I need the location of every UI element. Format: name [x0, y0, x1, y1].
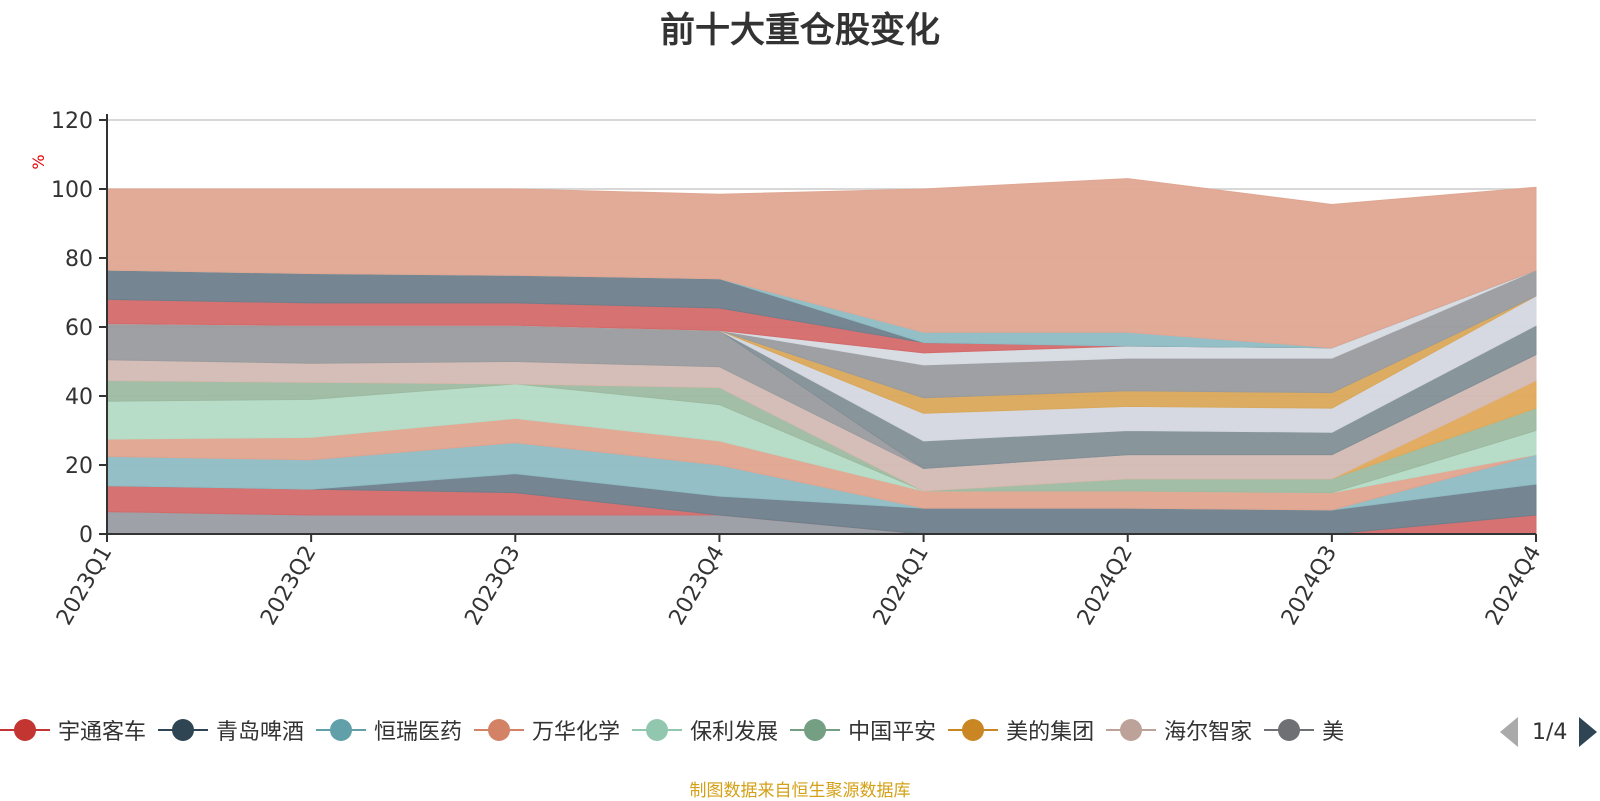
y-tick-label: 60	[65, 316, 93, 341]
x-tick-label: 2024Q4	[1481, 542, 1546, 630]
stacked-area-chart: 0 20 40 60 80 100 120 2023Q1 2023Q2 2023Q3 2023Q4 2…	[29, 109, 1546, 630]
x-tick-label: 2024Q1	[869, 542, 934, 630]
legend-label: 保利发展	[690, 720, 779, 745]
legend-item[interactable]: 恒瑞医药	[316, 712, 462, 748]
legend-prev-page-icon[interactable]	[1500, 717, 1518, 747]
y-tick-label: 0	[79, 523, 93, 548]
x-tick-label: 2023Q1	[52, 542, 117, 630]
legend-marker-icon	[474, 718, 525, 742]
legend-label: 青岛啤酒	[216, 720, 305, 745]
legend-marker-icon	[632, 718, 683, 742]
legend-label: 海尔智家	[1164, 720, 1253, 745]
legend-marker-icon	[1106, 718, 1157, 742]
legend-marker-icon	[1264, 718, 1315, 742]
source-note: 制图数据来自恒生聚源数据库	[689, 781, 911, 801]
x-tick-label: 2024Q2	[1073, 542, 1138, 630]
legend-item[interactable]: 海尔智家	[1106, 712, 1252, 748]
legend-label: 美	[1322, 720, 1345, 745]
area-series-layer	[106, 178, 1537, 535]
legend-label: 中国平安	[848, 720, 937, 745]
legend-marker-icon	[0, 718, 50, 742]
legend-item[interactable]: 万华化学	[474, 712, 620, 748]
legend-label: 恒瑞医药	[374, 720, 463, 745]
legend: 宇通客车 青岛啤酒 恒瑞医药 万华化学 保利发展 中国平安 美的集团 海尔智家 美	[0, 712, 1490, 748]
legend-item[interactable]: 中国平安	[790, 712, 936, 748]
legend-next-page-icon[interactable]	[1579, 717, 1598, 747]
y-axis-label: %	[29, 154, 48, 169]
x-tick-label: 2023Q2	[256, 542, 321, 630]
chart-title: 前十大重仓股变化	[659, 11, 940, 51]
legend-label: 美的集团	[1006, 720, 1095, 745]
legend-item[interactable]: 青岛啤酒	[158, 712, 304, 748]
y-tick-label: 40	[65, 385, 93, 410]
legend-marker-icon	[316, 718, 367, 742]
legend-marker-icon	[158, 718, 209, 742]
legend-item[interactable]: 美	[1264, 712, 1344, 748]
area-series-18[interactable]	[106, 178, 1537, 349]
legend-marker-icon	[948, 718, 999, 742]
legend-label: 宇通客车	[58, 720, 147, 745]
y-tick-label: 120	[51, 109, 93, 134]
legend-item[interactable]: 宇通客车	[0, 712, 146, 748]
x-tick-label: 2023Q4	[665, 542, 730, 630]
legend-label: 万华化学	[532, 720, 621, 745]
legend-item[interactable]: 美的集团	[948, 712, 1094, 748]
y-tick-label: 20	[65, 454, 93, 479]
legend-item[interactable]: 保利发展	[632, 712, 778, 748]
y-tick-label: 100	[51, 178, 93, 203]
y-tick-label: 80	[65, 247, 93, 272]
legend-marker-icon	[790, 718, 841, 742]
legend-pager: 1/4	[1500, 716, 1598, 748]
x-tick-label: 2023Q3	[460, 542, 525, 630]
x-tick-label: 2024Q3	[1277, 542, 1342, 630]
legend-page-indicator: 1/4	[1532, 719, 1568, 745]
